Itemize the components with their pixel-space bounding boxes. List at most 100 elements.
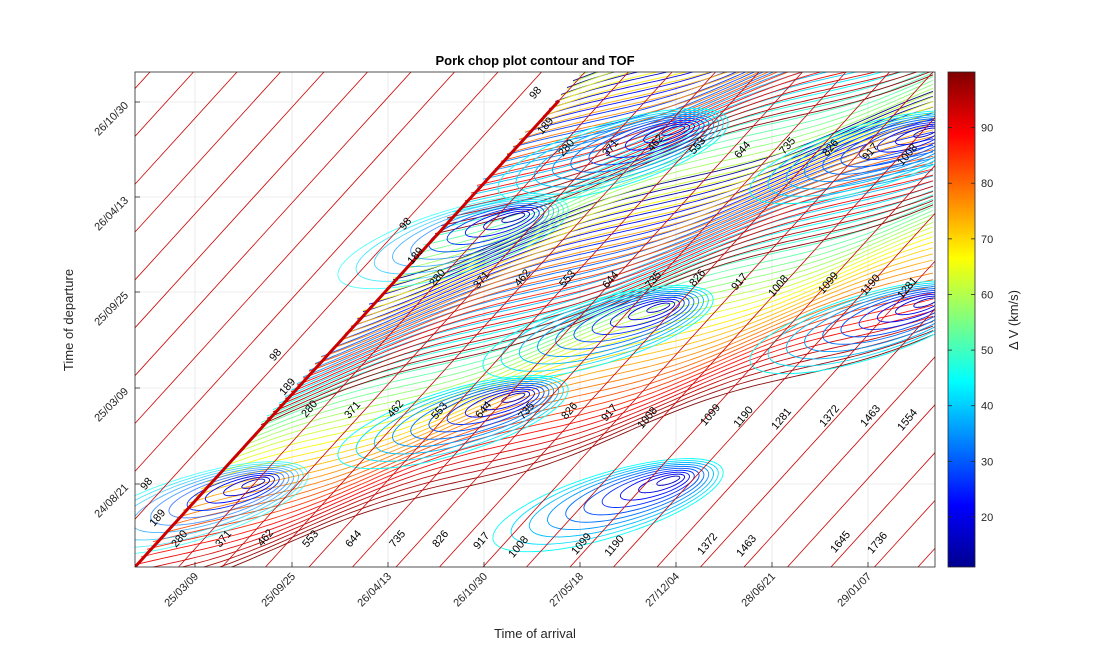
- contour-level: [362, 72, 934, 313]
- y-axis-label: Time of departure: [61, 269, 76, 371]
- contour-loop: [804, 285, 935, 353]
- tof-line: [178, 72, 629, 567]
- tof-line: [439, 72, 890, 567]
- contour-loop: [168, 470, 285, 519]
- colorbar: [947, 71, 976, 568]
- contour-loop: [570, 115, 710, 173]
- contour-loop: [533, 112, 719, 188]
- tof-line: [830, 452, 935, 567]
- contour-loop: [515, 110, 724, 195]
- contour-loop: [656, 475, 681, 486]
- contour-loop: [785, 284, 935, 360]
- contour-loop: [661, 125, 686, 136]
- contour-loop: [204, 474, 275, 504]
- contour-loop: [573, 294, 690, 343]
- contour-loop: [392, 200, 555, 268]
- contour-loop: [501, 212, 526, 223]
- tof-line: [787, 404, 935, 567]
- contour-loop: [428, 204, 545, 253]
- colorbar-label: Δ V (km/s): [1006, 290, 1021, 350]
- contour-loop: [492, 458, 724, 553]
- contour-level: [356, 72, 934, 320]
- contour-loop: [876, 293, 935, 323]
- contour-level: [180, 72, 934, 567]
- tof-line: [613, 212, 935, 567]
- tof-line: [0, 72, 63, 567]
- tof-line: [135, 72, 325, 281]
- contour-loop: [895, 125, 935, 146]
- y-tick-label: 24/08/21: [92, 482, 131, 521]
- contour-loop: [241, 478, 266, 489]
- contour-level: [242, 72, 934, 447]
- tof-line: [308, 72, 760, 567]
- contour-loop: [624, 121, 695, 151]
- y-tick-label: 25/03/09: [92, 386, 131, 425]
- contour-loop: [628, 300, 676, 321]
- tof-line: [221, 72, 673, 567]
- contour-loop: [606, 119, 700, 158]
- colorbar-tick-label: 50: [981, 345, 993, 357]
- contour-loop: [446, 386, 540, 425]
- tof-line: [265, 72, 716, 567]
- contour-loop: [583, 467, 700, 516]
- contour-loop: [135, 465, 299, 541]
- contour-loop: [767, 282, 935, 367]
- colorbar-tick-label: 90: [981, 123, 993, 135]
- contour-loop: [547, 463, 710, 531]
- y-tick-label: 25/09/25: [92, 290, 131, 329]
- tof-line: [0, 72, 107, 567]
- contour-loop: [518, 289, 704, 365]
- contour-loop: [588, 117, 705, 166]
- tof-line: [1049, 72, 1100, 567]
- contour-loop: [804, 115, 935, 183]
- contour-level: [230, 72, 934, 460]
- tof-line: [395, 72, 847, 567]
- y-axis-ticks: 24/08/21 25/03/09 25/09/25 26/04/13 26/10/30: [92, 100, 140, 521]
- contour-loop: [355, 197, 564, 282]
- contour-level: [188, 72, 934, 504]
- contour-loop: [646, 302, 671, 313]
- x-tick-label: 25/03/09: [162, 571, 201, 610]
- tof-line: [656, 260, 935, 567]
- contour-level: [194, 72, 934, 497]
- tof-line: [700, 308, 935, 567]
- contour-loop: [446, 206, 540, 245]
- contour-loop: [483, 390, 531, 411]
- contour-loop: [555, 292, 695, 350]
- contour-loop: [464, 388, 535, 418]
- contour-loop: [337, 375, 569, 470]
- contour-loop: [785, 114, 935, 190]
- contour-level: [224, 72, 934, 467]
- contour-loop: [186, 472, 280, 511]
- contour-loop: [501, 392, 526, 403]
- tof-line: [743, 356, 935, 567]
- tof-line: [135, 72, 368, 329]
- chart-title: Pork chop plot contour and TOF: [435, 53, 634, 68]
- tof-line: [352, 72, 803, 567]
- contour-loop: [497, 108, 729, 203]
- contour-loop: [822, 287, 935, 345]
- contour-loop: [135, 463, 304, 548]
- contour-loop: [392, 380, 555, 448]
- contour-loop: [410, 202, 550, 260]
- contour-loop: [749, 280, 935, 375]
- tof-line: [962, 72, 1100, 567]
- contour-loop: [767, 112, 935, 197]
- tof-line: [0, 72, 20, 567]
- x-axis-ticks: 25/03/09 25/09/25 26/04/13 26/10/30 27/05/18…: [162, 562, 874, 609]
- contour-loop: [638, 473, 686, 494]
- tof-line: [135, 72, 586, 567]
- contour-level: [135, 72, 934, 566]
- x-axis-label: Time of arrival: [494, 626, 576, 641]
- contour-loop: [822, 117, 935, 175]
- contour-loop: [528, 462, 714, 538]
- contour-loop: [483, 210, 531, 231]
- contour-loop: [537, 290, 700, 358]
- contour-level: [344, 72, 934, 334]
- contour-loop: [482, 285, 714, 380]
- contour-loop: [601, 469, 695, 508]
- colorbar-tick-label: 80: [981, 178, 993, 190]
- contour-level: [392, 72, 934, 281]
- contour-loop: [895, 295, 935, 316]
